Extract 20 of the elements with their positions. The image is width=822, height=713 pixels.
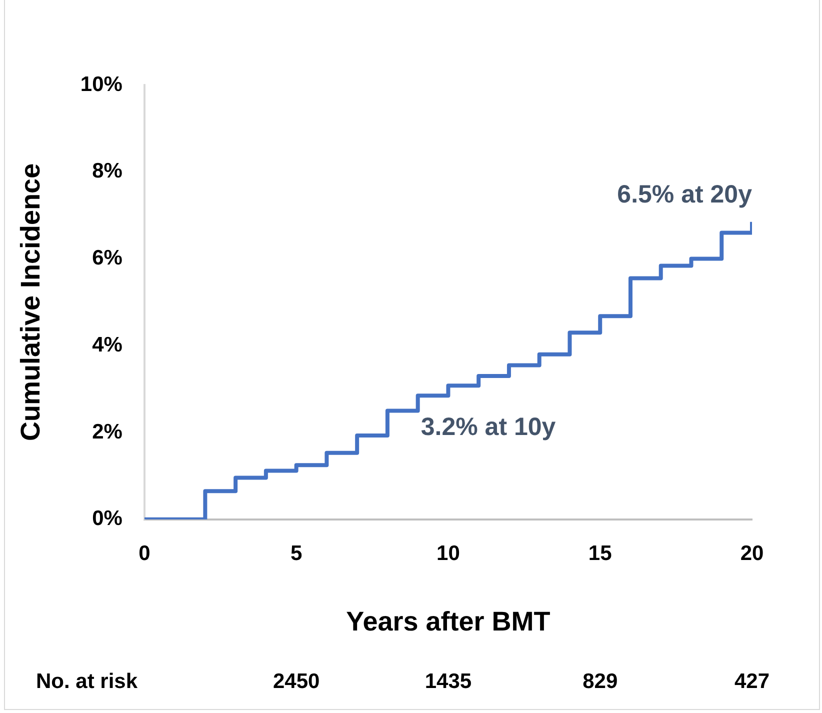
x-tick-label: 5 (290, 542, 302, 565)
annotation: 6.5% at 20y (617, 180, 752, 209)
y-tick-label: 6% (92, 246, 123, 270)
y-tick-label: 2% (92, 420, 123, 444)
text: 2450 (272, 670, 320, 693)
text: No. at risk (36, 670, 138, 693)
y-tick-label: 0% (92, 507, 123, 530)
annotation: 3.2% at 10y (420, 413, 556, 442)
text: 427 (734, 670, 770, 693)
x-tick-label: 15 (588, 542, 612, 565)
x-tick-label: 0 (138, 542, 150, 565)
y-tick-label: 4% (92, 333, 123, 356)
text: 829 (582, 670, 618, 693)
y-tick-label: 8% (92, 160, 123, 183)
y-tick-label: 10% (80, 72, 123, 96)
text: 1435 (424, 670, 472, 693)
y-axis-title: Cumulative Incidence (16, 163, 46, 441)
x-tick-label: 20 (740, 542, 764, 565)
x-axis-title: Years after BMT (346, 606, 551, 636)
x-tick-label: 10 (436, 542, 460, 565)
